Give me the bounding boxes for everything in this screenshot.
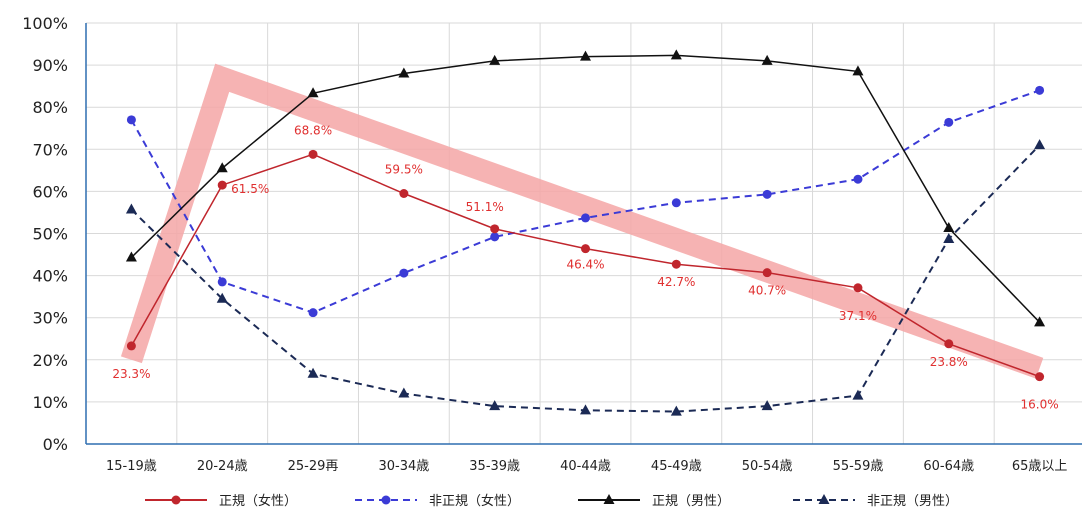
data-label: 61.5% <box>231 182 269 196</box>
x-tick-label: 20-24歳 <box>197 459 248 474</box>
data-point <box>399 189 409 199</box>
data-point <box>762 189 772 199</box>
x-tick-label: 65歳以上 <box>1012 459 1068 474</box>
legend-label: 正規（女性） <box>219 493 297 509</box>
y-tick-label: 70% <box>32 140 68 159</box>
data-point <box>307 367 319 378</box>
x-tick-label: 25-29再 <box>288 459 339 474</box>
data-point <box>761 54 773 65</box>
data-point <box>398 387 410 398</box>
y-tick-label: 100% <box>22 14 68 33</box>
data-label: 46.4% <box>566 258 604 272</box>
y-tick-label: 40% <box>32 267 68 286</box>
data-label: 51.1% <box>466 200 504 214</box>
data-point <box>308 149 318 159</box>
y-tick-label: 80% <box>32 98 68 117</box>
y-tick-label: 10% <box>32 393 68 412</box>
data-point <box>1034 316 1046 327</box>
legend-label: 非正規（女性） <box>429 493 520 509</box>
data-point <box>307 87 319 98</box>
data-point <box>398 67 410 78</box>
data-label: 42.7% <box>657 275 695 289</box>
data-point <box>126 341 136 351</box>
data-point <box>490 224 500 234</box>
y-tick-label: 90% <box>32 56 68 75</box>
data-point <box>670 405 682 416</box>
data-point <box>852 389 864 400</box>
data-point <box>580 50 591 61</box>
data-point <box>490 232 500 242</box>
data-label: 16.0% <box>1021 398 1059 412</box>
series-line <box>130 89 1040 314</box>
data-point <box>489 400 501 411</box>
x-tick-label: 30-34歳 <box>378 459 429 474</box>
legend-marker <box>603 494 615 504</box>
data-point <box>1035 85 1045 95</box>
data-label: 59.5% <box>385 163 423 177</box>
data-point <box>581 213 590 223</box>
data-point <box>580 404 591 415</box>
data-point <box>944 339 954 349</box>
data-point <box>489 54 501 65</box>
legend-label: 非正規（男性） <box>867 494 958 509</box>
x-tick-label: 45-49歳 <box>651 459 702 474</box>
y-tick-label: 50% <box>32 225 68 244</box>
data-point <box>671 198 681 208</box>
data-label: 23.3% <box>112 367 150 381</box>
y-tick-label: 0% <box>43 435 68 454</box>
data-point <box>1035 372 1045 382</box>
data-label: 40.7% <box>748 284 786 298</box>
x-tick-label: 50-54歳 <box>742 459 793 474</box>
x-tick-label: 40-44歳 <box>560 459 611 474</box>
data-label: 23.8% <box>930 355 968 369</box>
data-point <box>217 180 227 190</box>
data-point <box>217 277 227 287</box>
data-label: 37.1% <box>839 309 877 323</box>
data-point <box>216 292 228 303</box>
data-point <box>853 174 863 184</box>
data-point <box>852 65 864 76</box>
data-point <box>308 308 318 318</box>
y-tick-label: 20% <box>32 351 68 370</box>
data-label: 68.8% <box>294 123 332 137</box>
legend-marker <box>171 495 181 505</box>
data-point <box>761 400 773 411</box>
data-point <box>943 222 955 233</box>
data-point <box>943 232 955 243</box>
data-point <box>399 268 409 278</box>
data-point <box>125 251 137 262</box>
legend-marker <box>818 494 830 504</box>
data-point <box>671 259 681 269</box>
x-tick-label: 35-39歳 <box>469 459 520 474</box>
legend-marker <box>381 495 391 505</box>
x-tick-label: 60-64歳 <box>923 459 974 474</box>
y-tick-label: 30% <box>32 309 68 328</box>
y-tick-label: 60% <box>32 182 68 201</box>
data-point <box>216 162 228 173</box>
data-point <box>126 115 136 125</box>
x-tick-label: 15-19歳 <box>106 459 157 474</box>
data-point <box>853 283 863 293</box>
data-point <box>125 203 137 214</box>
data-point <box>670 49 682 60</box>
x-tick-label: 55-59歳 <box>833 459 884 474</box>
data-point <box>1034 139 1046 150</box>
data-point <box>581 244 590 254</box>
data-point <box>944 117 954 127</box>
legend-label: 正規（男性） <box>652 494 730 509</box>
data-point <box>762 268 772 278</box>
